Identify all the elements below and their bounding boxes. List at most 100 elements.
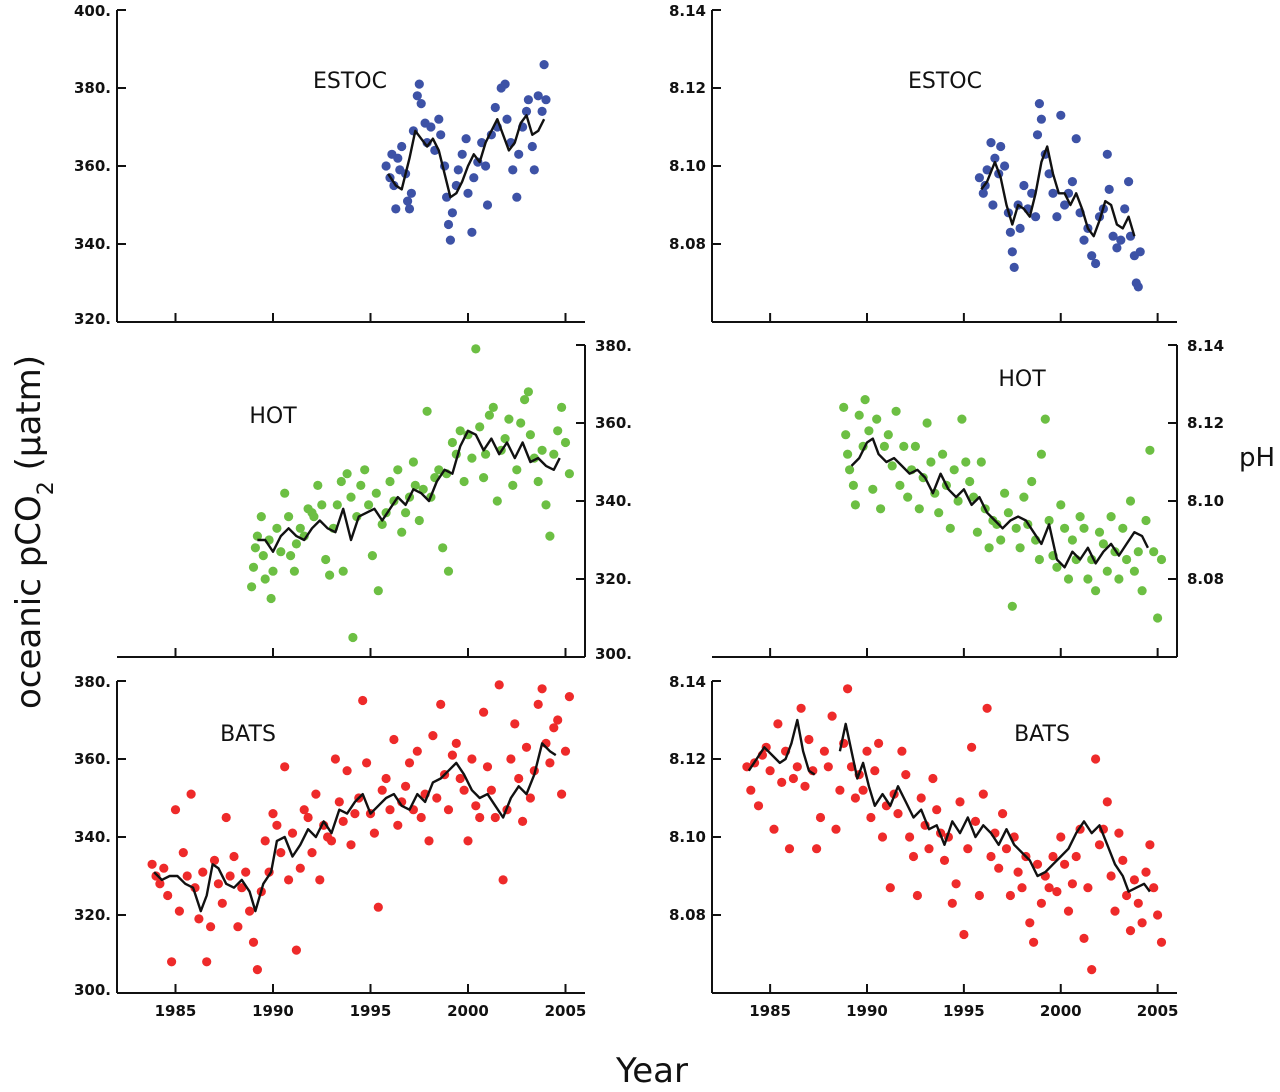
- hot-pco2-point: [332, 500, 342, 510]
- estoc-ph-point: [990, 153, 1000, 163]
- hot-pco2-point: [289, 566, 299, 576]
- estoc-pco2-point: [481, 161, 491, 171]
- hot-ph-point: [839, 402, 849, 412]
- bats-pco2-point: [186, 789, 196, 799]
- bats-ph-point: [932, 805, 942, 815]
- bats-pco2-point: [159, 863, 169, 873]
- bats-pco2-point: [334, 797, 344, 807]
- estoc-ph-y-tick-label-3: 8.14: [669, 2, 706, 20]
- bats-pco2-x-tick-label-2005: 2005: [545, 1002, 587, 1020]
- bats-ph-point: [1141, 867, 1151, 877]
- bats-pco2-point: [147, 859, 157, 869]
- bats-pco2-point: [404, 758, 415, 768]
- hot-ph-point: [1106, 511, 1116, 522]
- hot-ph-point: [1149, 547, 1159, 557]
- hot-pco2-point: [564, 469, 575, 479]
- bats-pco2-point: [393, 820, 403, 830]
- bats-ph-point: [1122, 890, 1132, 901]
- hot-pco2-point: [291, 539, 301, 549]
- bats-ph-point: [792, 762, 802, 772]
- bats-pco2-point: [467, 754, 477, 764]
- estoc-ph-point: [1052, 212, 1062, 222]
- hot-pco2-point: [479, 473, 489, 483]
- hot-ph-point: [1091, 586, 1101, 596]
- bats-pco2-point: [401, 781, 411, 791]
- hot-ph-point: [926, 457, 936, 467]
- estoc-ph-point: [1104, 184, 1114, 194]
- bats-pco2-point: [342, 766, 352, 776]
- bats-ph-y-tick-label-2: 8.12: [669, 750, 706, 768]
- bats-ph-trend-line: [838, 722, 1151, 893]
- hot-ph-point: [1145, 445, 1155, 455]
- estoc-ph-point: [1087, 251, 1097, 261]
- bats-ph-point: [1017, 883, 1027, 893]
- hot-ph-point: [1125, 496, 1136, 506]
- bats-pco2-point: [389, 734, 399, 745]
- hot-pco2-point: [260, 574, 270, 584]
- hot-ph-point: [949, 465, 959, 475]
- estoc-ph-point: [986, 138, 996, 148]
- bats-ph-point: [1029, 937, 1039, 947]
- hot-ph-point: [1063, 574, 1074, 584]
- estoc-pco2-point: [389, 180, 399, 191]
- bats-pco2-point: [412, 746, 422, 756]
- hot-pco2-y-tick-label-0: 300.: [595, 645, 632, 663]
- hot-pco2-point: [557, 402, 567, 412]
- hot-pco2-point: [367, 551, 377, 561]
- hot-pco2-point: [286, 551, 296, 561]
- bats-pco2-y-tick-label-2: 340.: [74, 828, 111, 846]
- bats-pco2-point: [432, 793, 442, 803]
- hot-ph-point: [972, 527, 983, 537]
- hot-pco2-point: [258, 551, 268, 561]
- hot-pco2-y-tick-label-3: 360.: [595, 414, 632, 432]
- estoc-pco2-point: [414, 79, 424, 89]
- hot-ph-point: [1114, 574, 1124, 584]
- hot-pco2-point: [516, 418, 526, 428]
- bats-pco2-point: [498, 875, 508, 885]
- hot-ph-y-tick-label-0: 8.08: [1187, 570, 1224, 588]
- bats-ph-point: [885, 883, 895, 893]
- bats-ph-point: [827, 711, 837, 721]
- bats-ph-point: [897, 746, 907, 756]
- estoc-ph-y-tick-label-1: 8.10: [669, 157, 706, 175]
- hot-pco2-point: [256, 511, 266, 522]
- estoc-ph-point: [1112, 243, 1122, 253]
- hot-ph-point: [1083, 574, 1093, 584]
- hot-ph-point: [1019, 492, 1029, 502]
- estoc-ph-point: [974, 173, 985, 183]
- bats-ph-point: [1044, 883, 1054, 893]
- bats-pco2-point: [260, 836, 270, 846]
- bats-ph-point: [777, 777, 787, 788]
- hot-ph-point: [1060, 523, 1070, 533]
- hot-ph-point: [1040, 414, 1050, 424]
- hot-pco2-point: [422, 406, 432, 416]
- hot-ph-point: [864, 426, 874, 436]
- bats-ph-point: [1060, 859, 1070, 869]
- estoc-ph-point: [1079, 235, 1089, 245]
- hot-pco2-point: [364, 500, 374, 510]
- hot-pco2-point: [346, 492, 356, 502]
- bats-pco2-point: [459, 785, 469, 795]
- hot-pco2-y-tick-label-4: 380.: [595, 337, 632, 355]
- hot-ph-point: [1079, 523, 1089, 533]
- bats-pco2-point: [463, 836, 473, 846]
- bats-ph-point: [939, 855, 950, 866]
- hot-ph-point: [1129, 566, 1139, 576]
- hot-ph-point: [1000, 488, 1010, 498]
- bats-pco2-point: [424, 836, 434, 846]
- estoc-pco2-point: [527, 141, 537, 152]
- bats-pco2-point: [560, 746, 571, 756]
- bats-ph-point: [1032, 859, 1043, 869]
- bats-pco2-point: [553, 715, 563, 725]
- bats-ph-point: [1137, 918, 1147, 928]
- bats-pco2-point: [233, 922, 243, 932]
- bats-ph-point: [1001, 844, 1012, 854]
- estoc-pco2-point: [523, 95, 534, 105]
- hot-pco2-point: [247, 582, 257, 592]
- hot-pco2-point: [523, 387, 534, 397]
- y-axis-title-unit: (µatm): [9, 355, 49, 481]
- estoc-pco2-point: [397, 141, 407, 152]
- bats-pco2-point: [202, 957, 212, 967]
- hot-ph-panel: 8.08 8.10 8.12 8.14 HOT: [712, 337, 1224, 658]
